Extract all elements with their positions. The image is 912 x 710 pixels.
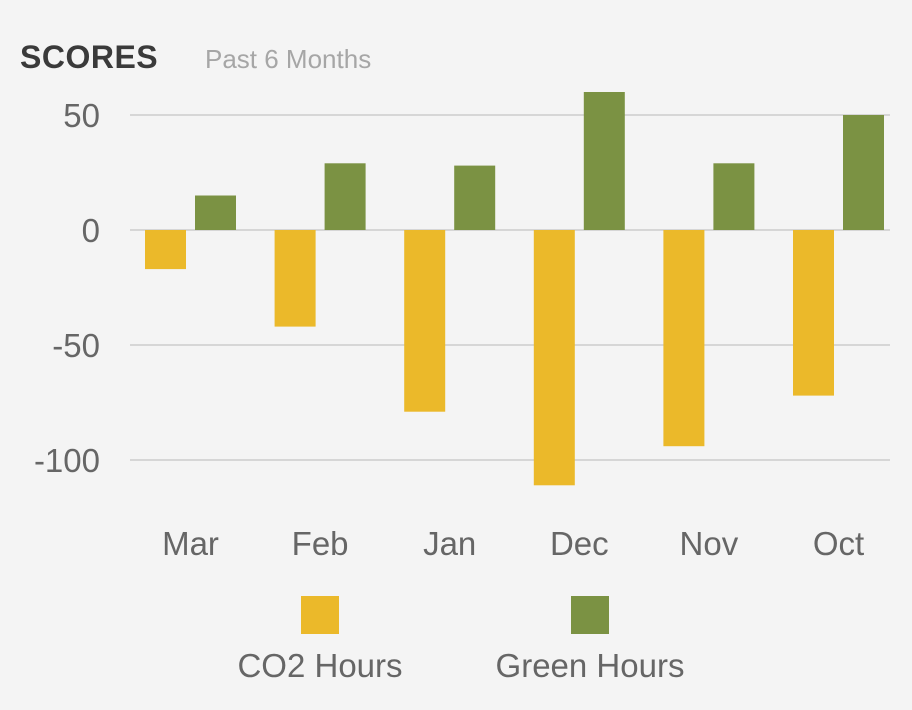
green-hours-bar-nov [713,163,755,230]
y-tick-label: 50 [63,97,100,134]
x-category-label: Jan [423,525,476,562]
co2-hours-bar-nov [663,230,705,447]
co2-hours-bar-dec [533,230,575,486]
legend-label-green-hours: Green Hours [496,647,685,684]
green-hours-bar-mar [195,195,236,230]
legend-swatch-co2-hours [301,596,339,634]
green-hours-bar-dec [583,92,625,230]
green-hours-bar-jan [454,165,496,230]
co2-hours-bar-jan [404,230,446,412]
legend-label-co2-hours: CO2 Hours [237,647,402,684]
y-tick-label: 0 [82,212,100,249]
chart-title: SCORES [20,39,158,75]
x-category-label: Feb [292,525,349,562]
y-axis-ticks: 50 0 -50 -100 [34,97,100,479]
green-hours-bar-feb [324,163,366,230]
x-category-label: Dec [550,525,609,562]
x-axis-categories: Mar Feb Jan Dec Nov Oct [162,525,864,562]
legend: CO2 Hours Green Hours [237,596,684,684]
y-tick-label: -100 [34,442,100,479]
y-gridlines [130,114,890,461]
green-hours-bar-oct [843,115,884,230]
x-category-label: Nov [680,525,739,562]
chart-subtitle: Past 6 Months [205,44,371,74]
co2-hours-bar-feb [274,230,316,327]
x-category-label: Oct [813,525,864,562]
co2-hours-bar-oct [793,230,834,396]
x-category-label: Mar [162,525,219,562]
y-tick-label: -50 [52,327,100,364]
bars [145,92,884,486]
co2-hours-bar-mar [145,230,186,270]
legend-swatch-green-hours [571,596,609,634]
